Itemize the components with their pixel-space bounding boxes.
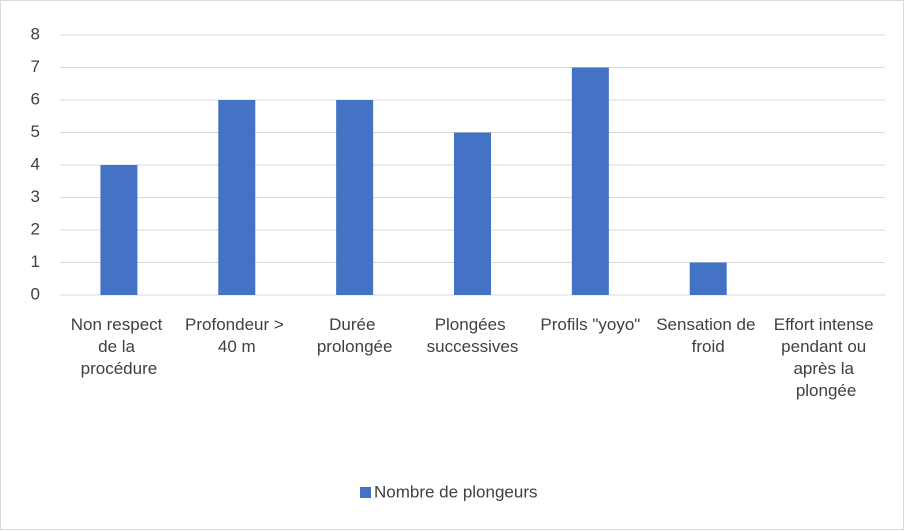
y-tick-label: 2: [31, 219, 40, 238]
x-tick-label: Sensation de froid: [656, 315, 760, 356]
y-tick-label: 0: [31, 284, 40, 303]
x-tick-label: Profils "yoyo": [540, 315, 640, 334]
y-tick-label: 4: [31, 154, 40, 173]
x-tick-label: Effort intense pendant ou après la plong…: [774, 315, 879, 400]
x-tick-label: Plongées successives: [427, 315, 519, 356]
y-tick-label: 8: [31, 24, 40, 43]
bar: [218, 100, 256, 295]
y-tick-label: 7: [31, 57, 40, 76]
x-tick-label: Non respect de la procédure: [71, 315, 167, 378]
y-tick-label: 6: [31, 89, 40, 108]
x-tick-label: Profondeur > 40 m: [185, 315, 289, 356]
bar: [571, 67, 609, 295]
bar: [100, 165, 138, 295]
legend-label: Nombre de plongeurs: [374, 482, 537, 501]
legend-swatch: [360, 487, 371, 498]
x-tick-label: Durée prolongée: [317, 315, 393, 356]
y-tick-label: 3: [31, 187, 40, 206]
bar: [454, 132, 491, 295]
bar: [336, 100, 374, 295]
y-tick-label: 1: [31, 252, 40, 271]
bar: [689, 262, 727, 295]
y-tick-label: 5: [31, 122, 40, 141]
